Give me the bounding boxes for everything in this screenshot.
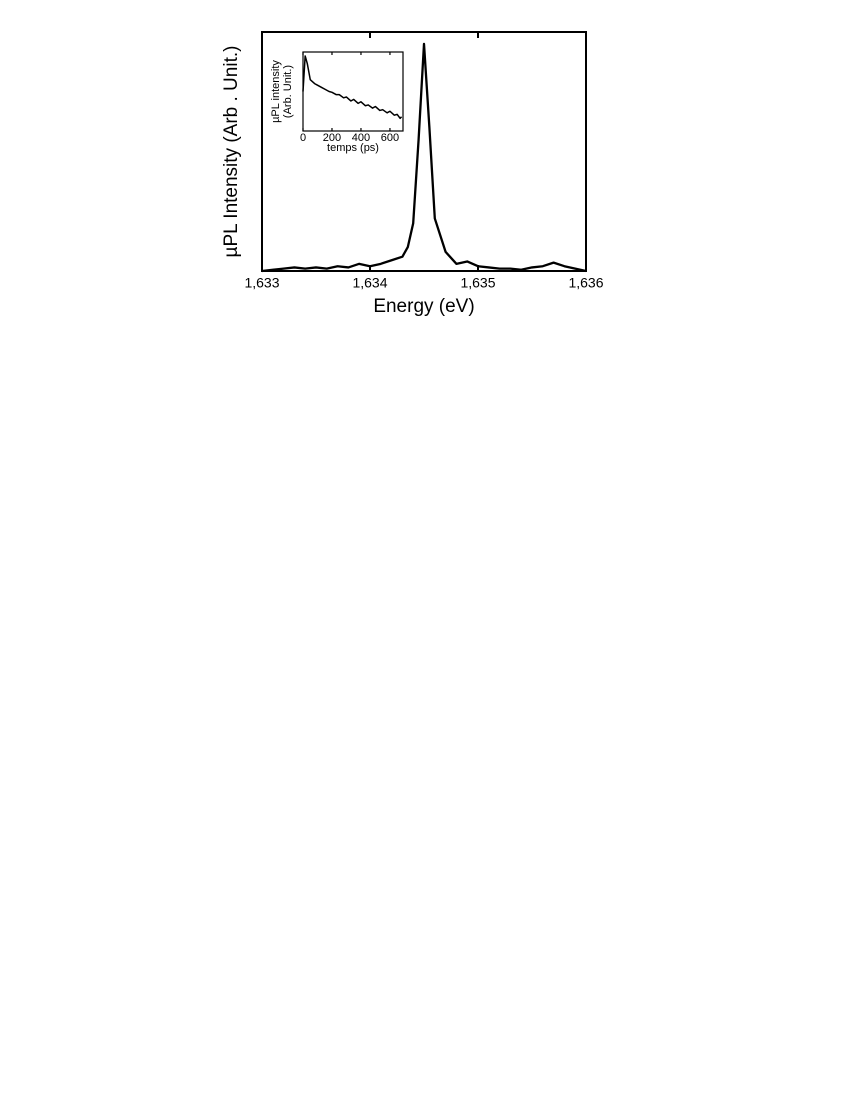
plot-frame: [261, 31, 587, 272]
x-tick-label: 1,635: [460, 275, 495, 291]
y-axis-label: (Arb. Unit.): [282, 65, 294, 118]
plot-frame: [302, 51, 404, 132]
x-axis-label: Energy (eV): [373, 296, 474, 317]
y-axis-label: µPL intensity: [270, 60, 282, 123]
x-tick-label: 0: [300, 132, 306, 144]
x-tick-label: 400: [352, 132, 370, 144]
x-tick-label: 600: [381, 132, 399, 144]
x-axis-label: temps (ps): [327, 142, 379, 154]
x-tick-label: 200: [323, 132, 341, 144]
y-axis-label: µPL Intensity (Arb . Unit.): [221, 46, 242, 258]
x-tick-label: 1,636: [568, 275, 603, 291]
x-tick-label: 1,634: [352, 275, 387, 291]
data-line: [302, 55, 403, 120]
data-line: [261, 42, 587, 273]
x-tick-label: 1,633: [244, 275, 279, 291]
